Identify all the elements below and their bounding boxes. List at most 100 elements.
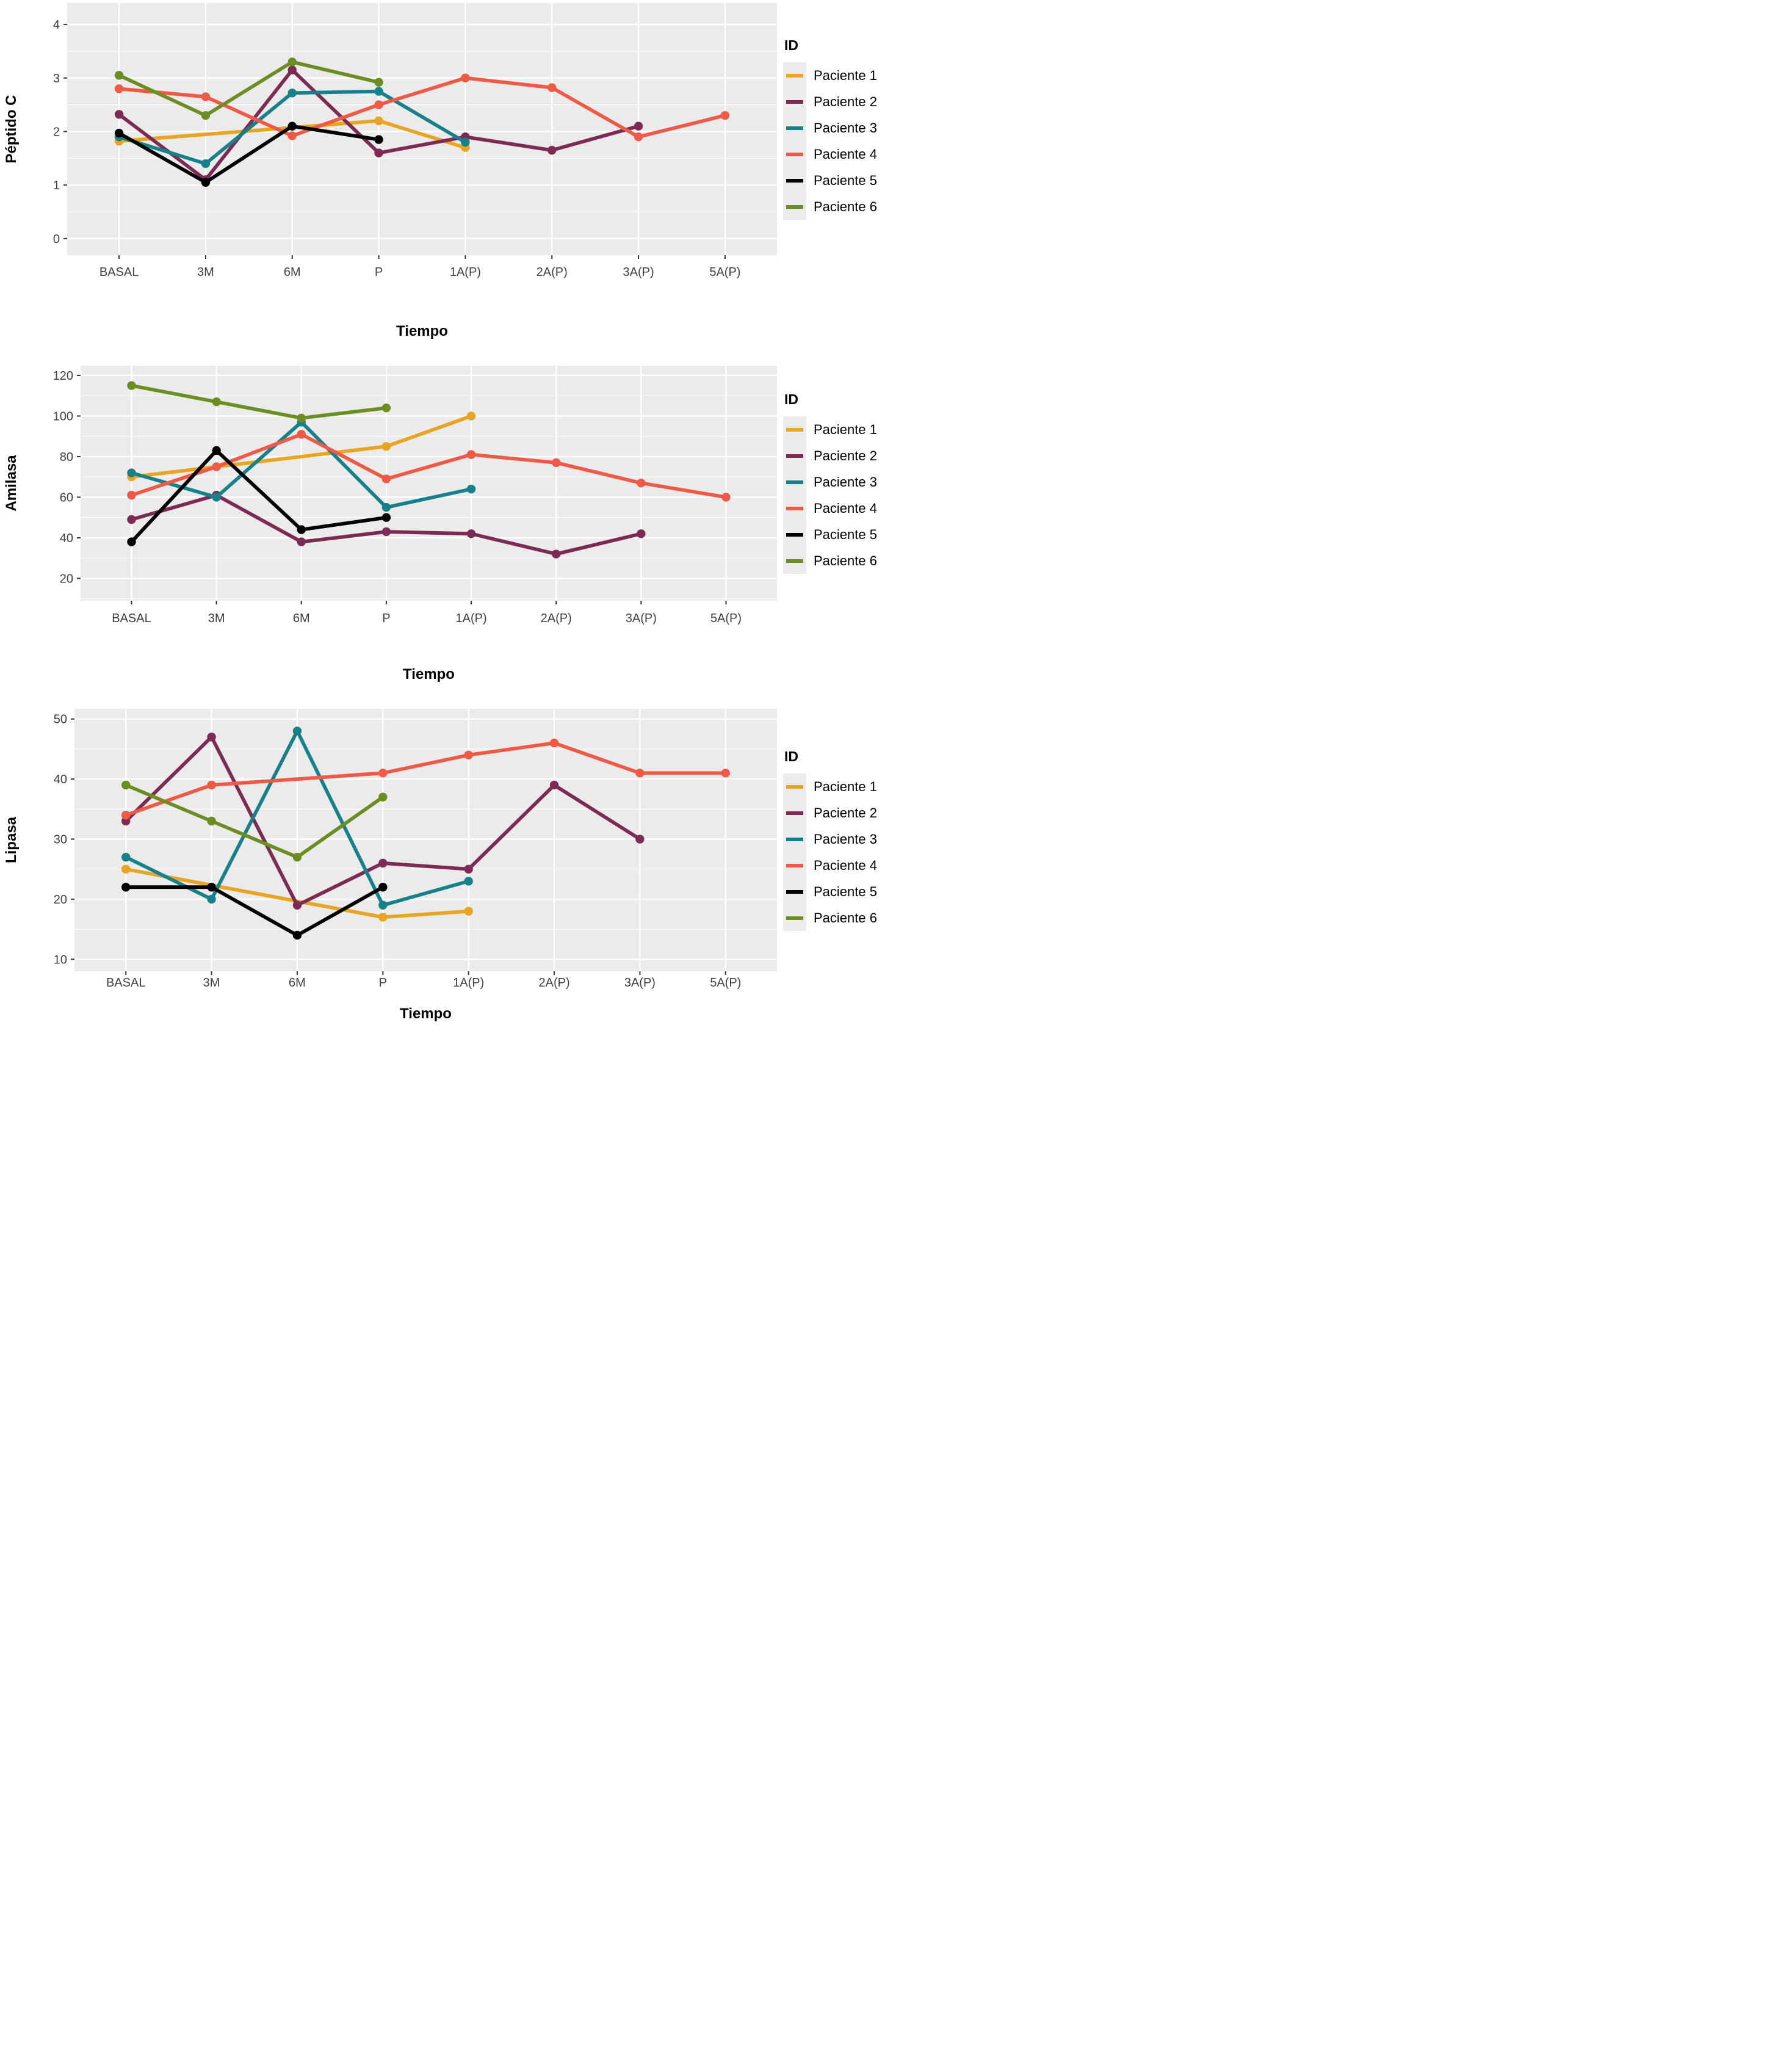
- y-tick-label: 60: [60, 491, 73, 504]
- x-tick-label: 3A(P): [626, 612, 657, 625]
- data-point: [635, 769, 645, 778]
- data-point: [127, 381, 136, 390]
- legend-item-paciente-1: Paciente 1: [783, 416, 877, 443]
- x-tick-label: 3M: [208, 612, 225, 625]
- y-axis-title: Amilasa: [3, 455, 20, 512]
- y-tick-label: 3: [53, 72, 60, 85]
- legend-label: Paciente 2: [814, 805, 877, 820]
- x-axis-title: Tiempo: [396, 323, 448, 339]
- legend-key: [783, 521, 806, 548]
- legend-swatch-paciente-6: [786, 916, 803, 920]
- data-point: [381, 527, 391, 537]
- legend-label: Paciente 5: [814, 883, 877, 899]
- x-tick-label: 5A(P): [710, 976, 741, 990]
- data-point: [374, 116, 383, 126]
- y-tick-label: 1: [53, 179, 60, 192]
- legend-label: Paciente 3: [814, 831, 877, 847]
- data-point: [292, 900, 302, 910]
- data-point: [461, 137, 470, 147]
- legend-label: Paciente 5: [814, 526, 877, 542]
- x-tick-label: 6M: [289, 976, 306, 990]
- legend-label: Paciente 2: [814, 447, 877, 463]
- x-tick-label: BASAL: [99, 266, 139, 279]
- x-tick-label: BASAL: [106, 976, 145, 990]
- data-point: [374, 87, 383, 96]
- data-point: [287, 89, 297, 98]
- y-tick-label: 2: [53, 125, 60, 139]
- series-line-paciente-6: [118, 60, 380, 117]
- plot-panel: [81, 366, 777, 601]
- data-point: [549, 780, 559, 790]
- data-point: [114, 71, 124, 80]
- legend-label: Paciente 2: [814, 93, 877, 109]
- y-tick-label: 10: [54, 953, 67, 966]
- legend-key: [783, 443, 806, 469]
- legend-item-paciente-2: Paciente 2: [783, 800, 877, 826]
- y-tick-label: 40: [60, 532, 73, 545]
- data-point: [378, 792, 388, 802]
- data-point: [466, 450, 476, 459]
- data-point: [114, 84, 124, 93]
- data-point: [212, 493, 221, 502]
- data-point: [634, 132, 643, 142]
- series-line-paciente-6: [131, 383, 387, 420]
- legend-label: Paciente 4: [814, 500, 877, 516]
- data-point: [381, 502, 391, 512]
- legend-key: [783, 800, 806, 826]
- data-point: [547, 83, 557, 92]
- data-point: [720, 110, 730, 120]
- data-point: [549, 738, 559, 748]
- data-point: [378, 900, 388, 910]
- data-point: [207, 816, 216, 826]
- legend-item-paciente-2: Paciente 2: [783, 89, 877, 115]
- legend-title: ID: [784, 37, 798, 53]
- legend-label: Paciente 3: [814, 474, 877, 490]
- x-tick-label: P: [379, 976, 387, 990]
- legend-swatch-paciente-1: [786, 427, 803, 432]
- data-point: [378, 858, 388, 868]
- y-tick-label: 4: [53, 18, 60, 32]
- data-point: [114, 110, 124, 119]
- data-point: [464, 907, 473, 916]
- legend-peptido-c: ID Paciente 1 Paciente 2 Paciente 3 Paciente…: [783, 37, 877, 220]
- y-axis-title: Lipasa: [3, 816, 20, 863]
- data-point: [207, 780, 216, 790]
- legend-swatch-paciente-6: [786, 205, 803, 209]
- data-point: [114, 128, 124, 138]
- x-tick-label: 3M: [197, 266, 214, 279]
- legend-item-paciente-6: Paciente 6: [783, 194, 877, 220]
- legend-swatch-paciente-3: [786, 480, 803, 484]
- y-tick-label: 80: [60, 451, 73, 464]
- data-point: [374, 148, 383, 158]
- data-point: [207, 894, 216, 904]
- data-point: [127, 490, 136, 500]
- legend-label: Paciente 6: [814, 552, 877, 568]
- chart-row-amilasa: 20 40 60 80 100 120 BASAL 3M 6M P 1A(P) 2A(P) 3A(P) 5…: [0, 343, 896, 686]
- legend-key: [783, 852, 806, 878]
- legend-swatch-paciente-3: [786, 126, 803, 130]
- legend-key: [783, 469, 806, 495]
- data-point: [207, 733, 216, 742]
- chart-row-lipasa: 10 20 30 40 50 BASAL 3M 6M P 1A(P) 2A(P) 3A(P) 5A(P)…: [0, 686, 896, 1030]
- data-point: [297, 537, 306, 546]
- legend-item-paciente-1: Paciente 1: [783, 773, 877, 800]
- data-point: [552, 458, 561, 468]
- x-tick-label: 1A(P): [450, 266, 481, 279]
- plot-panel: [67, 3, 777, 255]
- plot-panel: [74, 709, 777, 971]
- data-point: [374, 135, 383, 144]
- data-point: [464, 877, 473, 886]
- y-tick-label: 30: [54, 833, 67, 847]
- data-point: [297, 413, 306, 422]
- legend-label: Paciente 4: [814, 146, 877, 162]
- peptido-c-plot: 0 1 2 3 4 BASAL 3M 6M P 1A(P) 2A(P) 3A(P) 5A(P) Pépti…: [3, 3, 777, 339]
- y-tick-label: 50: [54, 713, 67, 726]
- data-point: [287, 65, 297, 74]
- legend-key: [783, 773, 806, 800]
- data-point: [378, 769, 388, 778]
- x-tick-label: BASAL: [112, 612, 151, 625]
- legend-swatch-paciente-4: [786, 863, 803, 868]
- data-point: [121, 810, 131, 820]
- legend-swatch-paciente-4: [786, 506, 803, 510]
- data-point: [637, 529, 646, 538]
